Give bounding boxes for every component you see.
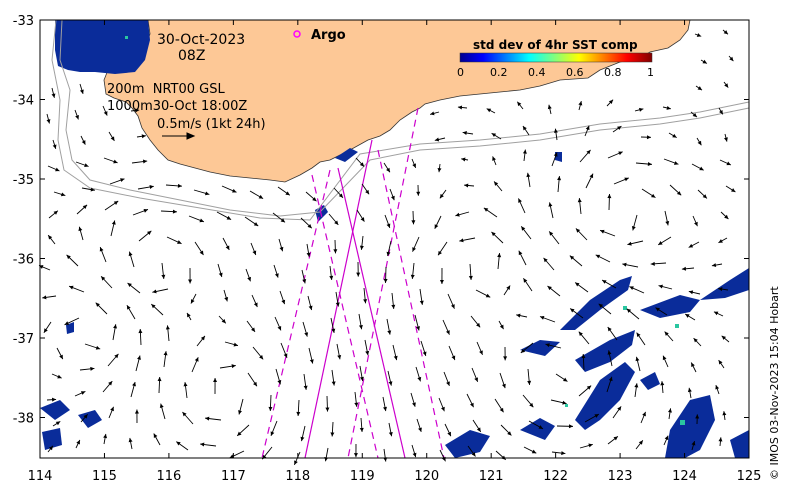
model-info-line: 200m NRT00 GSL [107,82,225,97]
model-info-line: 1000m30-Oct 18:00Z [107,99,247,114]
x-axis-tick-label: 122 [543,469,568,484]
colorbar [460,53,652,62]
y-axis-tick-label: -35 [13,173,34,188]
date-label: 30-Oct-2023 [157,32,245,48]
x-axis-tick-label: 115 [92,469,117,484]
colorbar-tick: 0.4 [528,66,546,79]
scale-label: 0.5m/s (1kt 24h) [157,117,266,132]
copyright-label: © IMOS 03-Nov-2023 15:04 Hobart [768,286,781,480]
x-axis-tick-label: 125 [737,469,762,484]
y-axis-tick-label: -36 [13,253,34,268]
x-axis-tick-label: 120 [414,469,439,484]
argo-label: Argo [311,28,346,43]
y-axis-tick-label: -37 [13,332,34,347]
colorbar-tick: 1 [647,66,654,79]
colorbar-tick: 0 [457,66,464,79]
colorbar-title: std dev of 4hr SST comp [473,38,638,52]
x-axis-tick-label: 123 [608,469,633,484]
hour-label: 08Z [178,48,205,64]
y-axis-tick-label: -38 [13,412,34,427]
x-axis-tick-label: 124 [672,469,697,484]
sst-patch-northwest [55,20,150,74]
colorbar-tick: 0.6 [566,66,584,79]
x-axis-tick-label: 117 [221,469,246,484]
x-axis-tick-label: 116 [156,469,181,484]
x-axis-tick-label: 118 [285,469,310,484]
y-axis-tick-label: -33 [13,14,34,29]
x-axis-tick-label: 121 [479,469,504,484]
y-axis-tick-label: -34 [13,94,34,109]
colorbar-tick: 0.8 [604,66,622,79]
colorbar-tick: 0.2 [490,66,508,79]
x-axis-tick-label: 114 [28,469,53,484]
x-axis-tick-label: 119 [350,469,375,484]
